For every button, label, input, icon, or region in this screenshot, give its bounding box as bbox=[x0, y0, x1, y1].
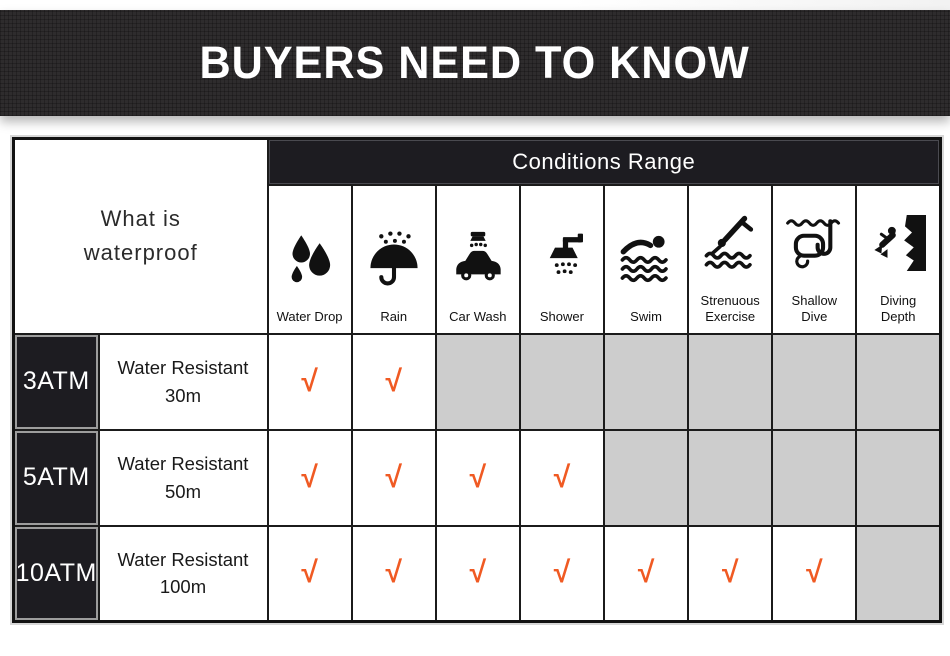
condition-column-strenuous-exercise: Strenuous Exercise bbox=[687, 184, 774, 335]
table-cell: √ bbox=[434, 524, 521, 623]
description-text: Water Resistant bbox=[117, 548, 249, 570]
condition-label: Rain bbox=[380, 308, 408, 324]
table-cell bbox=[855, 524, 942, 623]
depth-text: 30m bbox=[165, 384, 201, 406]
table-cell bbox=[771, 428, 858, 527]
condition-column-shower: Shower bbox=[518, 184, 606, 335]
table-cell: √ bbox=[518, 524, 606, 623]
condition-column-water-drop: Water Drop bbox=[266, 184, 353, 335]
water-drop-icon bbox=[271, 211, 349, 307]
strenuous-exercise-icon bbox=[691, 195, 769, 291]
atm-cell-5atm: 5ATM bbox=[12, 428, 100, 527]
condition-label: Shower bbox=[539, 308, 584, 324]
table-cell: √ bbox=[687, 524, 774, 623]
atm-cell-3atm: 3ATM bbox=[12, 332, 100, 431]
corner-title: What is waterproof bbox=[83, 206, 198, 266]
depth-text: 50m bbox=[165, 480, 201, 502]
condition-column-swim: Swim bbox=[602, 184, 690, 335]
atm-cell-10atm: 10ATM bbox=[12, 524, 100, 623]
table-cell bbox=[855, 428, 942, 527]
waterproof-table-wrapper: What is waterproof Conditions Range Wate… bbox=[12, 137, 942, 623]
row-description: Water Resistant 50m bbox=[97, 428, 269, 527]
table-cell bbox=[518, 332, 606, 431]
condition-label: Strenuous Exercise bbox=[700, 293, 760, 324]
table-row-3atm: 3ATM Water Resistant 30m √ √ bbox=[12, 332, 942, 431]
table-cell bbox=[855, 332, 942, 431]
shower-icon bbox=[523, 211, 601, 307]
condition-column-diving-depth: Diving Depth bbox=[855, 184, 942, 335]
table-cell bbox=[434, 332, 521, 431]
row-description: Water Resistant 30m bbox=[97, 332, 269, 431]
table-cell bbox=[602, 332, 690, 431]
table-cell: √ bbox=[350, 332, 437, 431]
table-cell: √ bbox=[350, 428, 437, 527]
table-cell bbox=[602, 428, 690, 527]
diving-depth-icon bbox=[859, 195, 937, 291]
condition-label: Diving Depth bbox=[880, 293, 917, 324]
condition-column-shallow-dive: Shallow Dive bbox=[771, 184, 858, 335]
swim-icon bbox=[607, 211, 685, 307]
corner-cell: What is waterproof bbox=[12, 137, 269, 335]
table-row-10atm: 10ATM Water Resistant 100m √ √ √ √ √ √ √ bbox=[12, 524, 942, 623]
table-cell: √ bbox=[434, 428, 521, 527]
banner-title: BUYERS NEED TO KNOW bbox=[199, 37, 751, 88]
waterproof-table: What is waterproof Conditions Range Wate… bbox=[12, 137, 942, 623]
condition-column-car-wash: Car Wash bbox=[434, 184, 521, 335]
table-cell: √ bbox=[266, 428, 353, 527]
table-cell bbox=[687, 428, 774, 527]
description-text: Water Resistant bbox=[117, 356, 249, 378]
car-wash-icon bbox=[439, 211, 517, 307]
table-cell: √ bbox=[602, 524, 690, 623]
table-row-5atm: 5ATM Water Resistant 50m √ √ √ √ bbox=[12, 428, 942, 527]
table-cell: √ bbox=[518, 428, 606, 527]
row-description: Water Resistant 100m bbox=[97, 524, 269, 623]
shallow-dive-icon bbox=[775, 195, 853, 291]
table-cell bbox=[687, 332, 774, 431]
table-cell: √ bbox=[266, 332, 353, 431]
table-cell: √ bbox=[350, 524, 437, 623]
depth-text: 100m bbox=[159, 576, 207, 598]
banner: BUYERS NEED TO KNOW bbox=[0, 10, 950, 116]
condition-label: Shallow Dive bbox=[791, 293, 838, 324]
condition-label: Swim bbox=[630, 308, 662, 324]
table-cell: √ bbox=[266, 524, 353, 623]
conditions-header: Conditions Range bbox=[266, 137, 942, 187]
condition-label: Car Wash bbox=[449, 308, 507, 324]
condition-column-rain: Rain bbox=[350, 184, 437, 335]
table-cell bbox=[771, 332, 858, 431]
description-text: Water Resistant bbox=[117, 452, 249, 474]
table-cell: √ bbox=[771, 524, 858, 623]
condition-label: Water Drop bbox=[276, 308, 343, 324]
icon-header-row: Water Drop Rain bbox=[14, 184, 942, 335]
top-strip bbox=[0, 0, 950, 10]
rain-icon bbox=[355, 211, 433, 307]
